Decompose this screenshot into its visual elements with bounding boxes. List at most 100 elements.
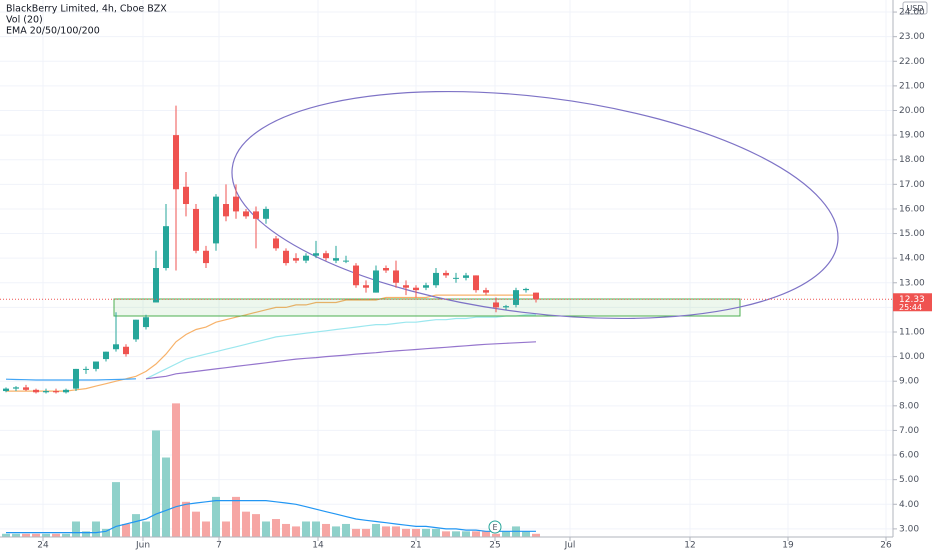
chart-title: BlackBerry Limited, 4h, Cboe BZX [6, 4, 167, 15]
candle-body [523, 288, 529, 291]
candle-body [503, 306, 509, 308]
candle-body [23, 387, 29, 390]
volume-bar [62, 533, 70, 537]
x-tick-label: 21 [410, 541, 421, 551]
y-tick-label: 16.00 [899, 204, 925, 214]
volume-bar [272, 519, 280, 537]
candle-body [163, 226, 169, 269]
y-tick-label: 20.00 [899, 106, 925, 116]
candle-body [463, 275, 469, 278]
volume-bar [162, 457, 170, 537]
volume-bar [202, 521, 210, 537]
candle-body [33, 389, 39, 393]
volume-bar [532, 533, 540, 537]
y-tick-label: 19.00 [899, 131, 925, 141]
volume-bar [412, 528, 420, 537]
volume-bar [112, 482, 120, 537]
support-zone[interactable] [113, 298, 741, 317]
volume-bar [232, 496, 240, 537]
x-tick-label: 24 [37, 541, 49, 551]
candle-body [123, 346, 129, 355]
candle-body [323, 253, 329, 259]
volume-bar [72, 521, 80, 537]
y-tick-label: 22.00 [899, 57, 925, 67]
ema-line [5, 378, 137, 381]
volume-bar [502, 531, 510, 537]
x-tick-label: Jul [564, 541, 576, 551]
volume-bar [462, 531, 470, 537]
y-tick-label: 18.00 [899, 155, 925, 165]
candle-body [333, 258, 339, 261]
candle-body [513, 290, 519, 305]
candle-body [73, 368, 79, 389]
volume-bar [472, 531, 480, 537]
volume-bar [32, 533, 40, 537]
volume-bar [402, 528, 410, 537]
volume-bar [122, 523, 130, 537]
countdown: 25:44 [899, 303, 922, 312]
candle-body [193, 208, 199, 251]
grid [0, 0, 893, 537]
volume-bar [432, 528, 440, 537]
y-tick-label: 7.00 [899, 426, 919, 436]
y-tick-label: 23.00 [899, 32, 925, 42]
volume-bar [142, 521, 150, 537]
volume-bar [182, 501, 190, 537]
y-tick-label: 24.00 [899, 8, 925, 18]
candle-body [243, 211, 249, 217]
volume-bar [152, 430, 160, 537]
volume-bar [12, 533, 20, 537]
x-tick-label: 12 [684, 541, 695, 551]
y-tick-label: 6.00 [899, 451, 919, 461]
volume-bar [302, 521, 310, 537]
candle-body [383, 268, 389, 271]
candle-body [283, 250, 289, 264]
candle-body [533, 292, 539, 300]
ema-line [145, 314, 536, 380]
x-tick-label: 14 [312, 541, 324, 551]
ema-line [6, 294, 536, 392]
volume-bar [382, 526, 390, 537]
volume-bar [442, 531, 450, 537]
last-price-tag [893, 293, 932, 312]
candle-body [363, 285, 369, 288]
candle-body [103, 351, 109, 360]
candle-body [133, 319, 139, 340]
currency-box[interactable] [902, 1, 928, 15]
candle-body [493, 302, 499, 308]
y-tick-label: 21.00 [899, 81, 925, 91]
volume-bar [452, 531, 460, 537]
volume-bar [192, 511, 200, 537]
x-tick-label: 19 [782, 541, 794, 551]
legend-volume: Vol (20) [6, 15, 43, 26]
volume-ma-line [6, 500, 536, 534]
volume-bar [372, 523, 380, 537]
volume-bar [292, 526, 300, 537]
candle-body [403, 285, 409, 288]
ellipse-drawing[interactable] [219, 61, 851, 350]
candle-body [93, 361, 99, 369]
y-tick-label: 8.00 [899, 401, 919, 411]
candle-body [473, 275, 479, 291]
candle-body [233, 196, 239, 212]
volume-bar [482, 531, 490, 537]
candle-body [53, 391, 59, 393]
candle-body [3, 388, 9, 392]
earnings-badge[interactable] [488, 520, 502, 534]
y-tick-label: 13.00 [899, 278, 925, 288]
candle-body [393, 270, 399, 283]
candle-body [413, 287, 419, 291]
candle-body [263, 208, 269, 219]
volume-bar [312, 521, 320, 537]
volume-bar [422, 528, 430, 537]
volume-bar [342, 523, 350, 537]
candle-body [303, 255, 309, 261]
candle-body [313, 253, 319, 256]
candle-body [373, 270, 379, 293]
y-tick-label: 11.00 [899, 327, 925, 337]
candle-body [423, 285, 429, 288]
candle-body [173, 135, 179, 190]
earnings-marker: E [492, 523, 497, 532]
candle-body [273, 238, 279, 249]
volume-bar [42, 533, 50, 537]
